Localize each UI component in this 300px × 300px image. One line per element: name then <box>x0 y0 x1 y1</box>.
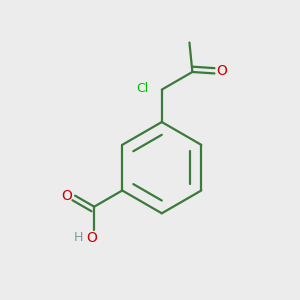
Text: O: O <box>216 64 227 78</box>
Text: O: O <box>86 231 97 244</box>
Text: Cl: Cl <box>136 82 149 95</box>
Text: O: O <box>61 190 72 203</box>
Text: H: H <box>74 231 84 244</box>
